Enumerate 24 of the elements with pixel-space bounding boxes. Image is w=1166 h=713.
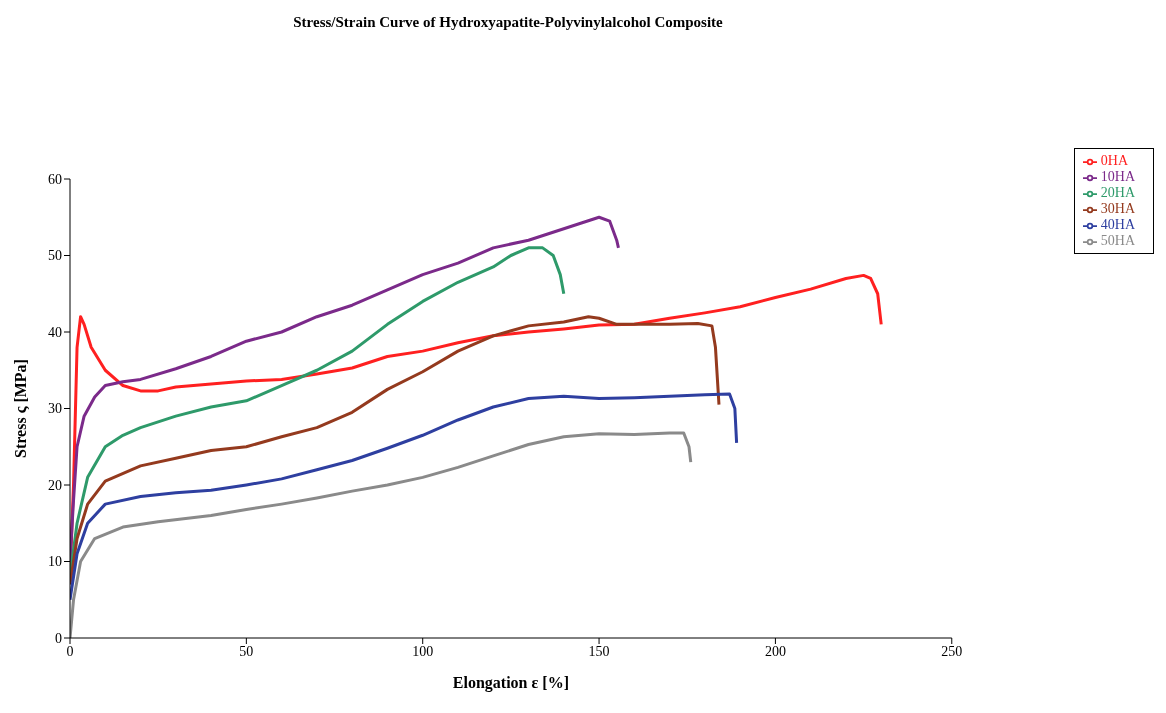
legend-label: 50HA [1100,233,1135,248]
chart-title: Stress/Strain Curve of Hydroxyapatite-Polyvinylalcohol Composite [292,14,724,31]
y-tick-label: 50 [48,248,62,264]
y-axis-title: Stress ς [MPa] [11,359,30,458]
y-tick-label: 10 [48,554,62,570]
legend-label: 0HA [1100,153,1128,168]
legend-label: 20HA [1100,185,1135,200]
x-tick-label: 250 [941,643,963,659]
legend-label: 10HA [1100,169,1135,184]
legend-label: 30HA [1100,201,1135,216]
x-tick-label: 0 [66,643,74,659]
y-tick-label: 20 [48,477,62,493]
x-tick-label: 100 [412,643,434,659]
y-tick-label: 30 [48,401,62,417]
x-tick-label: 200 [764,643,786,659]
y-tick-label: 40 [48,324,62,340]
legend-label: 40HA [1100,217,1135,232]
x-tick-label: 50 [239,643,254,659]
line-series [70,431,693,638]
line-series [70,392,739,602]
y-tick-label: 60 [48,171,62,187]
x-tick-label: 150 [588,643,610,659]
x-axis-title: Elongation ε [%] [452,674,569,692]
y-tick-label: 0 [55,630,62,646]
